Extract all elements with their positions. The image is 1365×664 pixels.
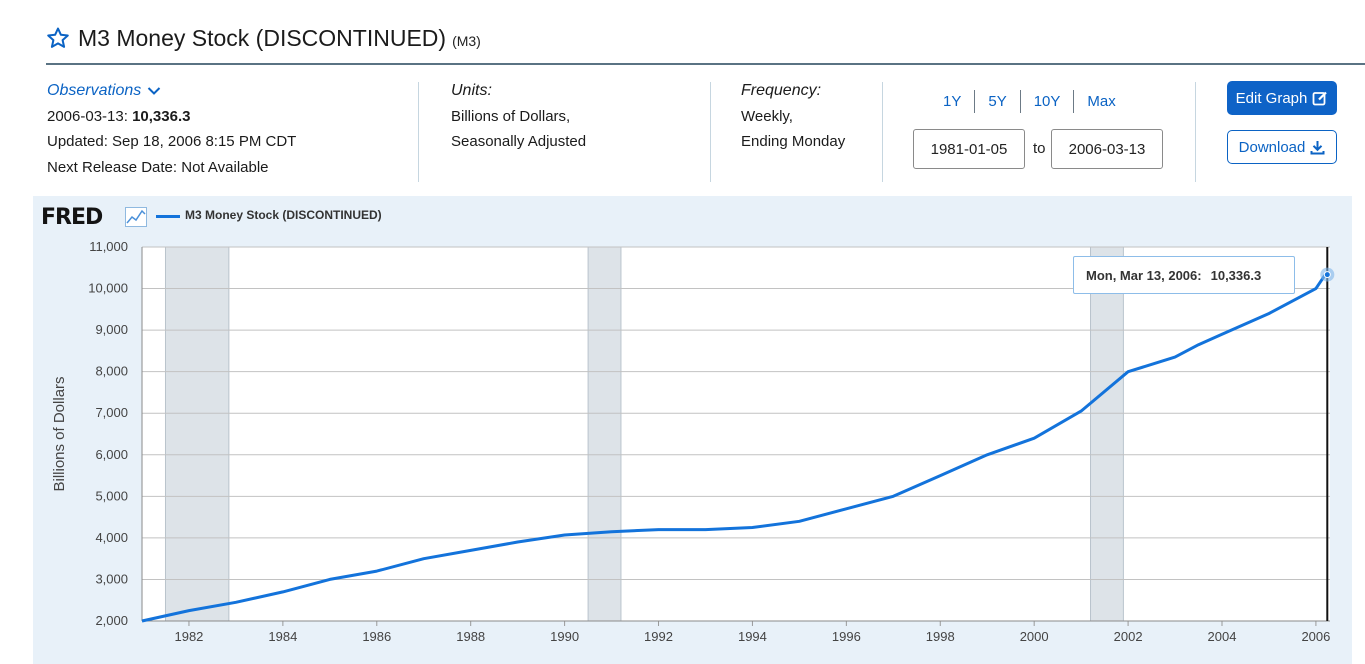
edit-graph-button[interactable]: Edit Graph: [1227, 81, 1337, 115]
divider: [882, 82, 883, 182]
x-tick-label: 1996: [832, 629, 861, 644]
observation-date: 2006-03-13:: [47, 107, 128, 125]
y-tick-label: 6,000: [95, 447, 128, 462]
divider: [1195, 82, 1196, 182]
fred-logo: FRED: [41, 205, 103, 230]
frequency-line-2: Ending Monday: [741, 133, 846, 150]
y-tick-label: 3,000: [95, 571, 128, 586]
units-line-2: Seasonally Adjusted: [451, 133, 587, 150]
units-panel: Units: Billions of Dollars, Seasonally A…: [451, 78, 586, 155]
series-id: (M3): [452, 33, 481, 49]
y-tick-label: 11,000: [89, 239, 128, 254]
title-divider: [46, 63, 1365, 65]
range-buttons: 1Y 5Y 10Y Max: [930, 90, 1129, 113]
divider: [418, 82, 419, 182]
x-tick-label: 2002: [1114, 629, 1143, 644]
frequency-label: Frequency:: [741, 82, 822, 99]
y-tick-label: 9,000: [95, 322, 128, 337]
y-tick-label: 4,000: [95, 530, 128, 545]
x-tick-label: 1998: [926, 629, 955, 644]
range-1y-button[interactable]: 1Y: [930, 90, 976, 113]
x-tick-label: 1986: [362, 629, 391, 644]
observations-panel: Observations 2006-03-13: 10,336.3 Update…: [47, 78, 296, 180]
tooltip-date: Mon, Mar 13, 2006:: [1086, 267, 1202, 283]
divider: [710, 82, 711, 182]
date-to-label: to: [1033, 140, 1046, 157]
frequency-line-1: Weekly,: [741, 107, 793, 125]
y-tick-label: 5,000: [95, 488, 128, 503]
series-line: [141, 273, 1327, 623]
x-tick-label: 2004: [1208, 629, 1237, 644]
y-axis-label: Billions of Dollars: [51, 376, 68, 491]
next-release-text: Next Release Date: Not Available: [47, 158, 269, 176]
end-date-input[interactable]: 2006-03-13: [1051, 129, 1163, 169]
legend-swatch: [156, 215, 180, 218]
legend-label: M3 Money Stock (DISCONTINUED): [185, 208, 382, 222]
recession-band: [164, 246, 230, 622]
range-5y-button[interactable]: 5Y: [975, 90, 1021, 113]
hover-point: [1323, 271, 1331, 279]
observations-label[interactable]: Observations: [47, 82, 142, 99]
star-icon[interactable]: [46, 26, 70, 50]
page-title: M3 Money Stock (DISCONTINUED): [78, 25, 447, 51]
chart-trend-icon: [125, 207, 147, 227]
observations-toggle[interactable]: Observations: [47, 78, 161, 104]
chevron-down-icon[interactable]: [147, 86, 161, 96]
y-tick-label: 7,000: [95, 405, 128, 420]
x-tick-label: 2006: [1301, 629, 1330, 644]
observation-value: 10,336.3: [132, 107, 191, 125]
start-date-input[interactable]: 1981-01-05: [913, 129, 1025, 169]
plot-area: [142, 247, 1330, 621]
x-tick-label: 2000: [1020, 629, 1049, 644]
edit-graph-label[interactable]: Edit Graph: [1235, 89, 1308, 107]
title-row: M3 Money Stock (DISCONTINUED) (M3): [46, 22, 481, 52]
download-label[interactable]: Download: [1238, 138, 1306, 156]
chart-tooltip: Mon, Mar 13, 2006: 10,336.3: [1073, 256, 1295, 294]
recession-band: [587, 246, 622, 622]
tooltip-value: 10,336.3: [1210, 267, 1262, 283]
y-tick-label: 8,000: [95, 364, 128, 379]
x-tick-label: 1990: [550, 629, 579, 644]
x-tick-label: 1982: [174, 629, 203, 644]
range-10y-button[interactable]: 10Y: [1021, 90, 1075, 113]
updated-text: Updated: Sep 18, 2006 8:15 PM CDT: [47, 133, 297, 150]
download-button[interactable]: Download: [1227, 130, 1337, 164]
recession-band: [1090, 246, 1124, 622]
x-tick-label: 1994: [738, 629, 767, 644]
range-max-button[interactable]: Max: [1087, 93, 1116, 110]
y-tick-label: 10,000: [88, 281, 128, 296]
units-label: Units:: [451, 82, 492, 99]
y-tick-label: 2,000: [95, 613, 128, 628]
download-icon: [1310, 140, 1325, 154]
observation-line: 2006-03-13: 10,336.3: [47, 104, 296, 130]
units-line-1: Billions of Dollars,: [451, 107, 571, 125]
x-tick-label: 1992: [644, 629, 673, 644]
frequency-panel: Frequency: Weekly, Ending Monday: [741, 78, 845, 155]
x-tick-label: 1988: [456, 629, 485, 644]
x-tick-label: 1984: [268, 629, 297, 644]
edit-icon: [1312, 91, 1328, 106]
